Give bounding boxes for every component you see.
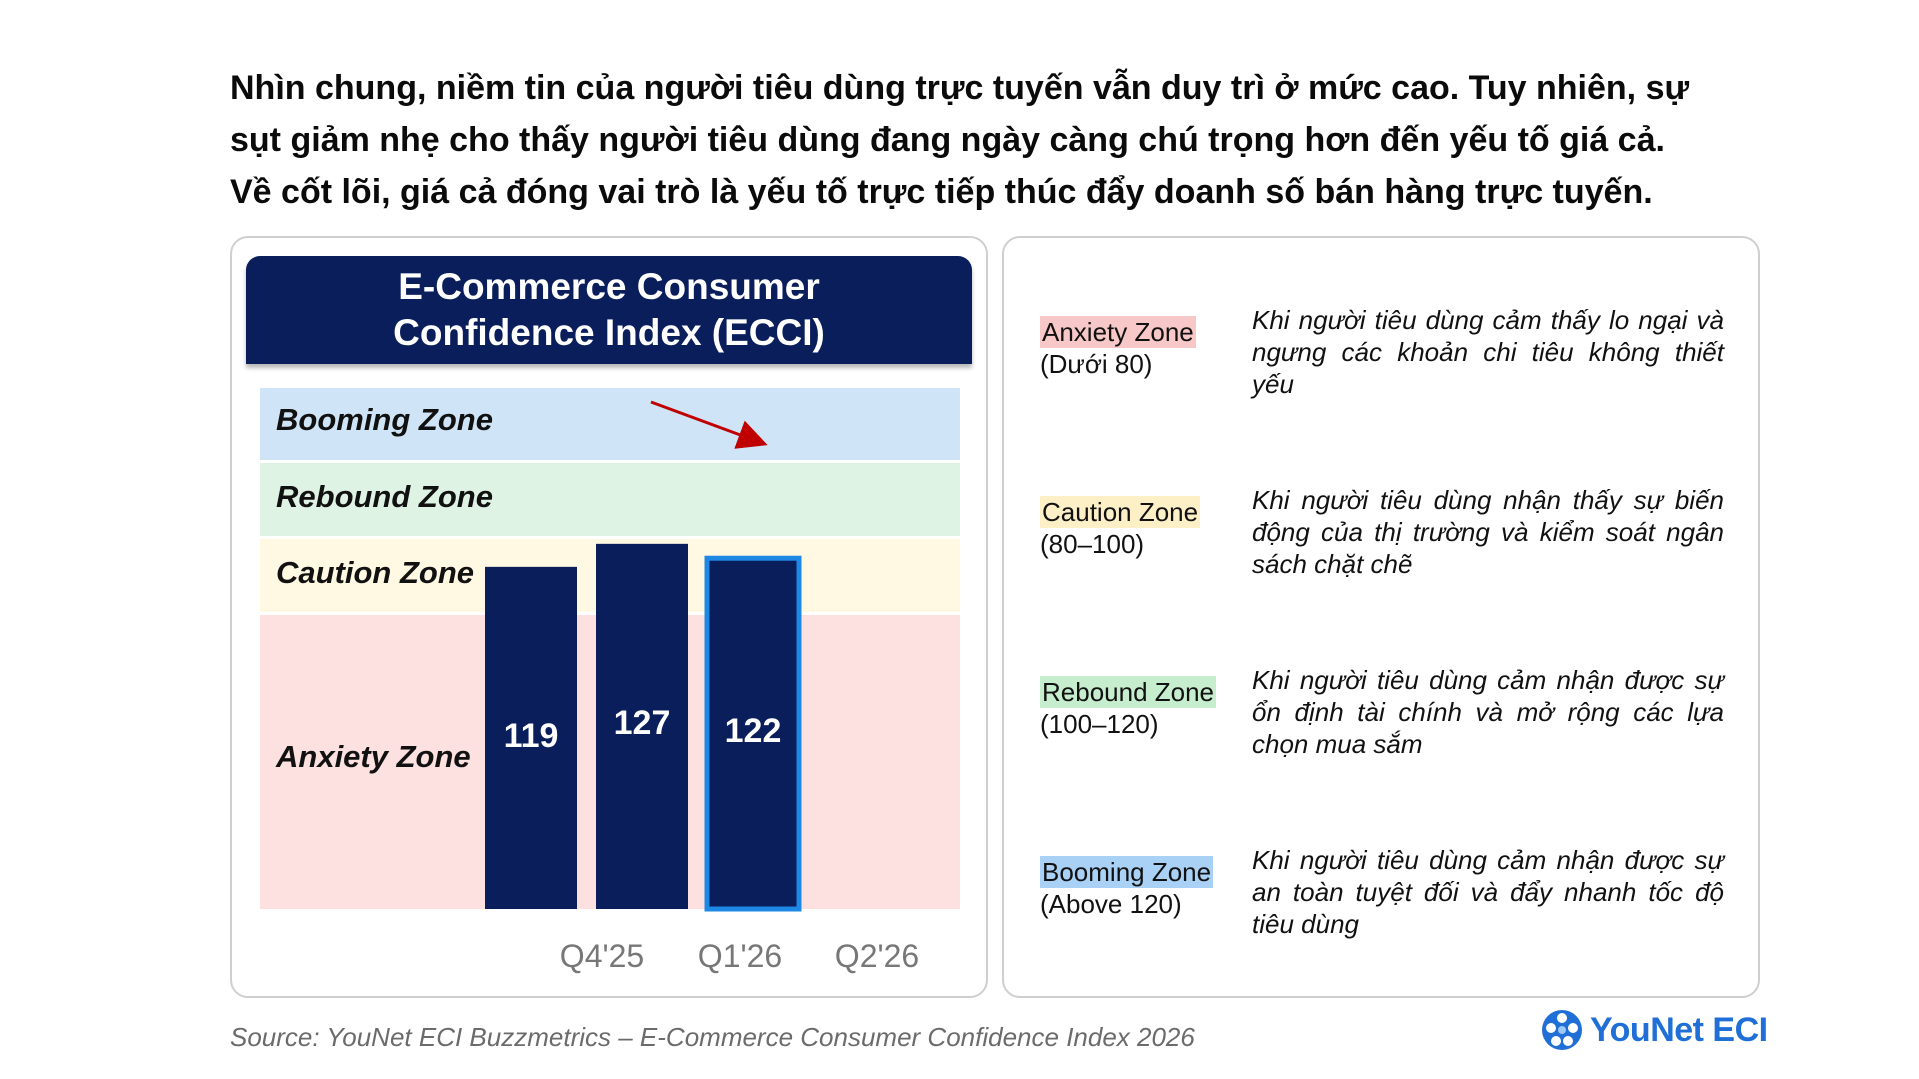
x-tick-q2-26: Q2'26 xyxy=(834,938,920,974)
booming-zone-label: Booming Zone xyxy=(276,402,493,437)
legend-card: Anxiety Zone (Dưới 80) Khi người tiêu dù… xyxy=(1002,236,1760,998)
headline-line-3: Về cốt lõi, giá cả đóng vai trò là yếu t… xyxy=(230,173,1653,211)
legend-description: Khi người tiêu dùng nhận thấy sự biến độ… xyxy=(1252,485,1724,579)
legend-zone-range: (80–100) xyxy=(1040,529,1145,559)
legend-zone-tag: Anxiety Zone xyxy=(1040,316,1196,348)
younet-logo-icon xyxy=(1542,1010,1582,1050)
rebound-zone-label: Rebound Zone xyxy=(276,479,493,514)
legend-description: Khi người tiêu dùng cảm nhận được sự ổn … xyxy=(1252,665,1724,759)
caution-zone-label: Caution Zone xyxy=(276,555,475,590)
headline: Nhìn chung, niềm tin của người tiêu dùng… xyxy=(230,62,1790,218)
legend-zone-tag: Caution Zone xyxy=(1040,496,1201,528)
x-tick-q1-26: Q1'26 xyxy=(697,938,783,974)
legend-zone-range: (Dưới 80) xyxy=(1040,349,1153,379)
brand-name: YouNet ECI xyxy=(1590,1010,1768,1049)
brand-logo: YouNet ECI xyxy=(1540,1008,1768,1052)
legend-zone-tag: Booming Zone xyxy=(1040,856,1214,888)
anxiety-zone-band: Anxiety Zone xyxy=(260,615,960,909)
source-note: Source: YouNet ECI Buzzmetrics – E-Comme… xyxy=(230,1022,1195,1052)
legend-zone-range: (Above 120) xyxy=(1040,889,1182,919)
booming-zone-band: Booming Zone xyxy=(260,388,960,460)
anxiety-zone-label: Anxiety Zone xyxy=(276,739,471,774)
x-tick-q4-25: Q4'25 xyxy=(559,938,645,974)
chart-title-line-1: E-Commerce Consumer xyxy=(398,266,820,307)
legend-description: Khi người tiêu dùng cảm nhận được sự an … xyxy=(1252,845,1724,939)
chart-card: E-Commerce Consumer Confidence Index (EC… xyxy=(230,236,988,998)
legend-description: Khi người tiêu dùng cảm thấy lo ngại và … xyxy=(1252,305,1724,399)
chart-title-line-2: Confidence Index (ECCI) xyxy=(393,312,825,353)
headline-line-1: Nhìn chung, niềm tin của người tiêu dùng… xyxy=(230,69,1690,107)
legend-zone-range: (100–120) xyxy=(1040,709,1159,739)
caution-zone-band: Caution Zone xyxy=(260,539,960,612)
rebound-zone-band: Rebound Zone xyxy=(260,463,960,536)
legend-zone-tag: Rebound Zone xyxy=(1040,676,1217,708)
headline-line-2: sụt giảm nhẹ cho thấy người tiêu dùng đa… xyxy=(230,121,1665,159)
chart-title: E-Commerce Consumer Confidence Index (EC… xyxy=(246,256,972,364)
